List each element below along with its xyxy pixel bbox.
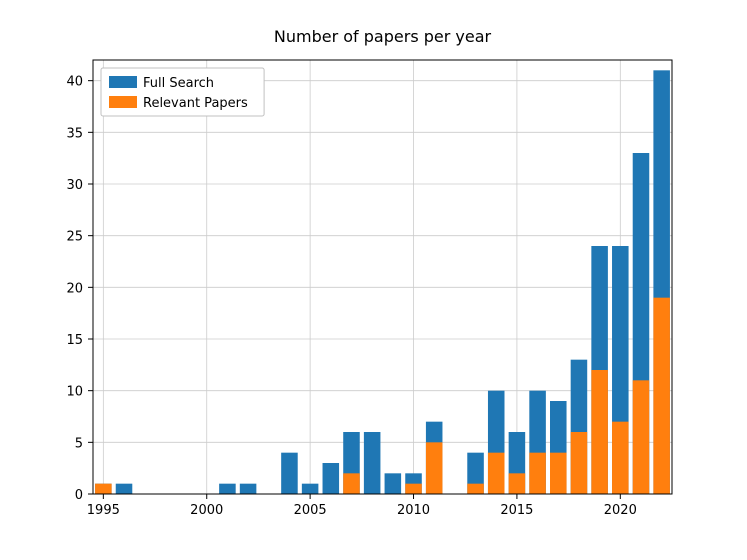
- bar: [633, 380, 650, 494]
- legend-swatch: [109, 96, 137, 108]
- bar: [405, 484, 422, 494]
- y-tick-label: 5: [75, 436, 83, 451]
- bar: [240, 484, 257, 494]
- bar: [323, 463, 340, 494]
- legend-label: Relevant Papers: [143, 96, 248, 111]
- bar: [116, 484, 133, 494]
- y-tick-label: 35: [66, 126, 83, 141]
- y-tick-label: 40: [66, 75, 83, 90]
- x-tick-label: 2020: [604, 503, 637, 518]
- legend-label: Full Search: [143, 76, 214, 91]
- bar: [591, 370, 608, 494]
- x-tick-label: 2010: [397, 503, 430, 518]
- bar: [467, 484, 484, 494]
- x-tick-label: 1995: [87, 503, 120, 518]
- chart-title: Number of papers per year: [274, 27, 492, 46]
- y-tick-label: 30: [66, 178, 83, 193]
- bar: [509, 473, 526, 494]
- x-tick-label: 2000: [190, 503, 223, 518]
- bar: [612, 422, 629, 494]
- bar: [571, 432, 588, 494]
- bar: [653, 298, 670, 494]
- bar: [302, 484, 319, 494]
- bar: [343, 473, 360, 494]
- bar: [95, 484, 112, 494]
- bar: [385, 473, 402, 494]
- bar: [529, 453, 546, 494]
- y-tick-label: 20: [66, 281, 83, 296]
- x-tick-label: 2015: [500, 503, 533, 518]
- x-tick-label: 2005: [294, 503, 327, 518]
- y-tick-label: 25: [66, 230, 83, 245]
- bar: [550, 453, 567, 494]
- bar: [364, 432, 381, 494]
- legend: Full Search Relevant Papers: [101, 68, 264, 116]
- y-tick-label: 15: [66, 333, 83, 348]
- bar: [426, 442, 443, 494]
- y-tick-label: 0: [75, 488, 83, 503]
- bar: [281, 453, 298, 494]
- bar: [488, 453, 505, 494]
- y-tick-label: 10: [66, 385, 83, 400]
- chart-stage: 1995 2000 2005 2010 2015 2020 0 5 10 15 20 25 30 35 40…: [0, 0, 747, 560]
- bar: [219, 484, 236, 494]
- papers-per-year-chart: 1995 2000 2005 2010 2015 2020 0 5 10 15 20 25 30 35 40…: [0, 0, 747, 560]
- legend-swatch: [109, 76, 137, 88]
